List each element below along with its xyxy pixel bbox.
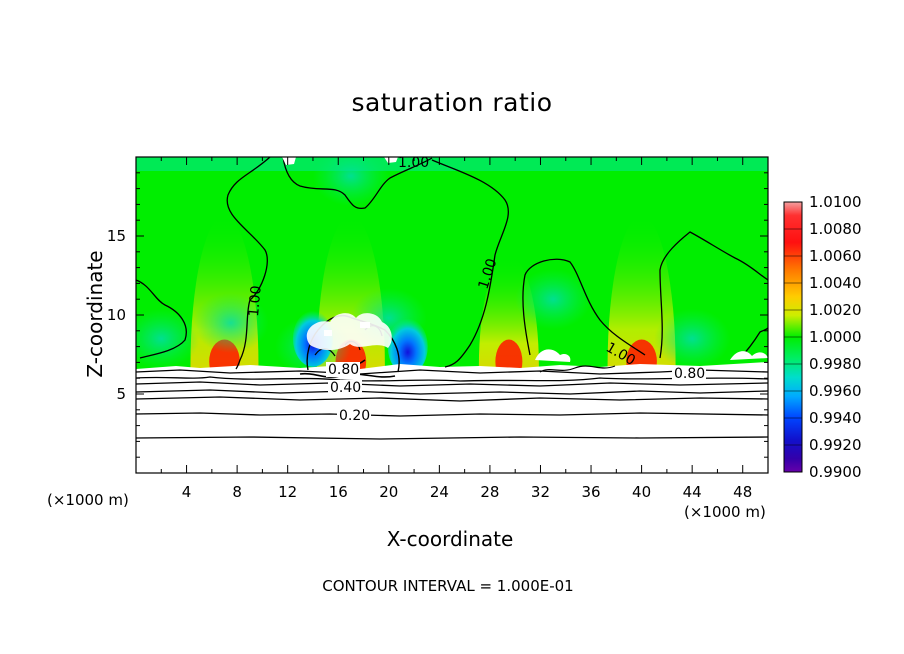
x-tick-label: 16: [329, 483, 348, 501]
contour-label-bg: [328, 380, 362, 395]
contour-line: [136, 436, 768, 440]
x-axis-label: X-coordinate: [386, 527, 514, 551]
x-tick-label: 20: [379, 483, 398, 501]
contour-line: [539, 365, 616, 373]
contour-label: 1.00: [398, 155, 429, 171]
contour-interval-note: CONTOUR INTERVAL = 1.000E-01: [322, 577, 574, 595]
colorbar-label: 0.9900: [809, 463, 862, 481]
y-tick-label: 15: [107, 227, 126, 245]
contour-label: 0.40: [330, 380, 361, 396]
contour-label: 0.20: [339, 408, 370, 424]
contour-line: [136, 279, 187, 359]
x-unit-label-left: (×1000 m): [47, 491, 129, 509]
contour-label: 0.80: [674, 366, 705, 382]
colorbar-label: 1.0020: [809, 301, 862, 319]
contour-line: [522, 258, 646, 356]
cloud-edges: [282, 157, 768, 362]
x-tick-label: 32: [531, 483, 550, 501]
colorbar-label: 1.0040: [809, 274, 862, 292]
x-tick-label: 24: [430, 483, 449, 501]
colorbar-label: 0.9920: [809, 436, 862, 454]
contour-line: [226, 157, 271, 370]
near-saturation-region: [312, 157, 389, 206]
x-tick-label: 48: [733, 483, 752, 501]
subsaturated-region: [136, 362, 768, 473]
contour-label-bg: [672, 366, 706, 381]
contour-label: 0.80: [328, 362, 359, 378]
near-saturation-region: [136, 308, 200, 369]
contour-line: [659, 231, 768, 359]
contour-label: 1.00: [246, 285, 265, 317]
contour-line: [431, 159, 510, 368]
contour-line: [136, 369, 768, 375]
contour-label-bg: [326, 362, 360, 377]
x-tick-label: 4: [182, 483, 192, 501]
y-tick-label: 5: [116, 385, 126, 403]
y-tick-label: 10: [107, 306, 126, 324]
x-tick-label: 44: [683, 483, 702, 501]
colorbar-label: 1.0100: [809, 193, 862, 211]
contour-lines: [136, 157, 768, 440]
x-tick-label: 36: [581, 483, 600, 501]
colorbar-label: 1.0080: [809, 220, 862, 238]
chart-title: saturation ratio: [351, 88, 553, 117]
contour-line: [739, 327, 768, 359]
contour-line: [136, 376, 768, 382]
upper-edge-field: [136, 157, 768, 171]
contour-label-bg: [337, 408, 371, 423]
near-saturation-region: [192, 292, 269, 353]
near-saturation-region: [654, 308, 731, 369]
subsaturation-minimum: [387, 318, 428, 375]
colorbar-label: 0.9980: [809, 355, 862, 373]
x-tick-label: 40: [632, 483, 651, 501]
contour-line: [136, 381, 768, 387]
colorbar-label: 0.9960: [809, 382, 862, 400]
x-unit-label-right: (×1000 m): [684, 503, 766, 521]
heatmap-field: 1.001.001.001.000.80 0.800.400.20: [136, 155, 768, 473]
colorbar-label: 1.0060: [809, 247, 862, 265]
x-tick-label: 12: [278, 483, 297, 501]
contour-line: [136, 389, 768, 395]
contour-line: [136, 412, 768, 417]
contour-labels: 1.001.001.001.000.80 0.800.400.20: [246, 155, 706, 424]
x-tick-label: 28: [480, 483, 499, 501]
x-tick-label: 8: [232, 483, 242, 501]
near-saturation-region: [515, 269, 592, 330]
contour-line: [282, 157, 433, 210]
colorbar-ticks: 1.0100 1.0080 1.0060 1.0040 1.0020 1.0000 0.99…: [784, 193, 862, 481]
colorbar-label: 1.0000: [809, 328, 862, 346]
contour-line: [136, 396, 768, 402]
colorbar-label: 0.9940: [809, 409, 862, 427]
